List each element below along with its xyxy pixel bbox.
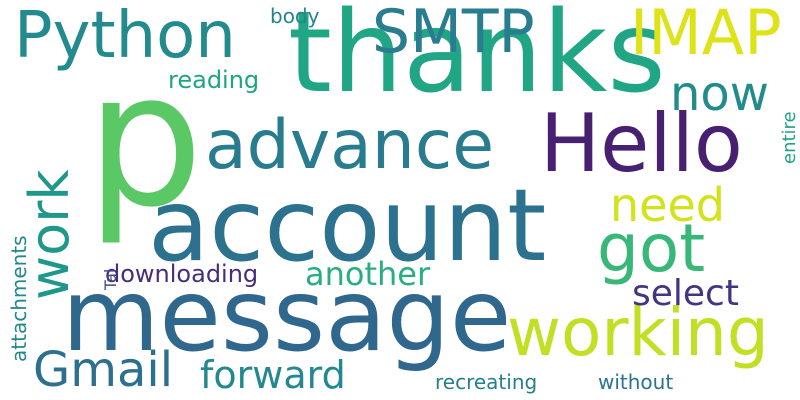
- word-forward: forward: [200, 353, 346, 397]
- word-message: message: [62, 257, 512, 374]
- word-without: without: [598, 370, 674, 394]
- word-attachments: attachments: [7, 235, 31, 362]
- word-imap: IMAP: [630, 0, 782, 69]
- word-got: got: [597, 210, 706, 287]
- word-body: body: [270, 4, 320, 28]
- word-advance: advance: [205, 106, 495, 185]
- word-now: now: [670, 66, 770, 122]
- word-gmail: Gmail: [33, 342, 174, 398]
- word-need: need: [610, 178, 725, 232]
- word-thanks: thanks: [288, 0, 666, 118]
- word-work: work: [18, 169, 81, 300]
- word-p: p: [86, 32, 204, 248]
- word-downloading: downloading: [105, 260, 259, 288]
- word-tal: Tal: [101, 268, 120, 290]
- word-entire: entire: [779, 111, 800, 164]
- word-recreating: recreating: [435, 370, 538, 394]
- word-reading: reading: [168, 66, 260, 94]
- word-account: account: [148, 167, 547, 284]
- word-select: select: [632, 273, 739, 314]
- word-python: Python: [14, 0, 236, 73]
- word-working: working: [507, 294, 769, 371]
- word-smtp: SMTP: [372, 0, 535, 67]
- word-another: another: [305, 255, 431, 293]
- word-hello: Hello: [540, 97, 743, 190]
